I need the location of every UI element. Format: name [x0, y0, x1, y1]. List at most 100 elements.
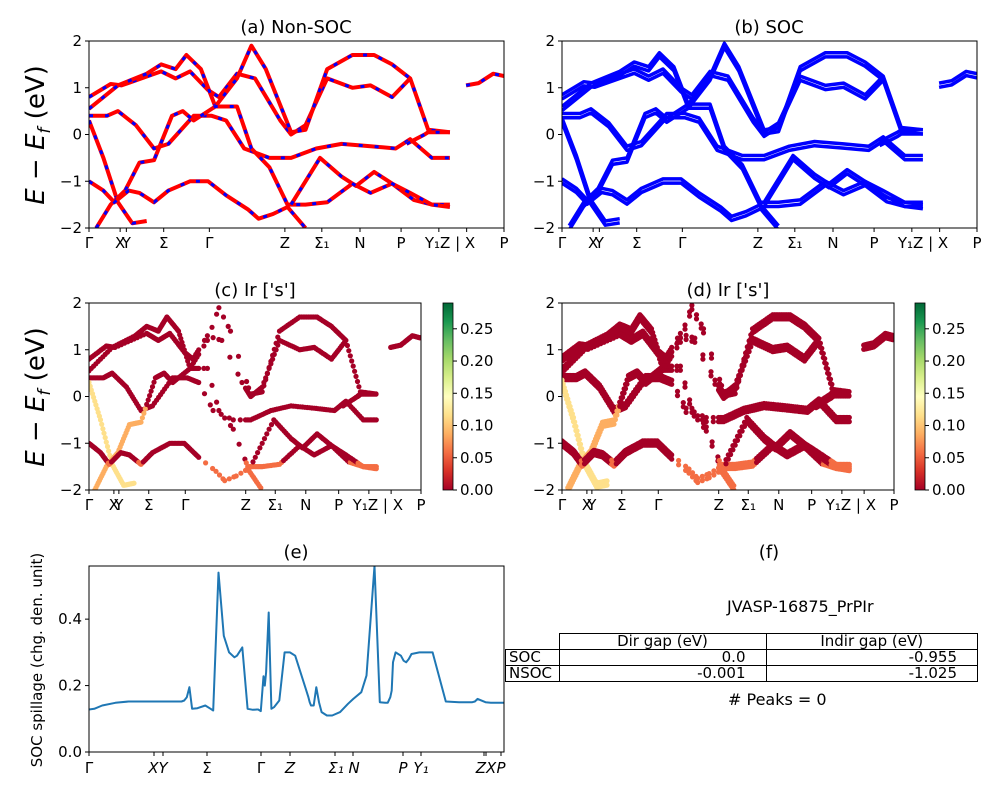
projection-point [250, 459, 256, 465]
projection-point [817, 340, 824, 346]
projection-point [731, 483, 737, 489]
projection-point [573, 423, 579, 429]
projection-point [677, 363, 684, 369]
projection-point [890, 332, 894, 339]
panel-d-ytick-label: −2 [533, 481, 555, 499]
panel-e-xtick-label: Γ [257, 759, 266, 777]
projection-point [233, 473, 239, 479]
projection-point [230, 417, 236, 423]
projection-point [196, 379, 202, 386]
band-line [562, 181, 780, 228]
projection-point [258, 485, 264, 490]
projection-point [728, 451, 734, 458]
projection-point [741, 360, 747, 366]
panel-d-xtick-label: Γ [558, 496, 567, 514]
projection-point [219, 337, 225, 343]
projection-point [354, 378, 361, 385]
projection-point [275, 334, 281, 340]
projection-point [142, 406, 148, 412]
projection-point [717, 376, 723, 382]
band-line [89, 109, 450, 160]
projection-point [739, 428, 745, 434]
band-line [94, 104, 450, 228]
projection-point [604, 478, 610, 484]
projection-point [677, 367, 684, 373]
projection-point [683, 405, 689, 411]
projection-point [698, 321, 704, 327]
panel-d-xtick-label: Γ [654, 496, 663, 514]
panel-e-xtick-label: ZX [475, 759, 497, 777]
panel-c-title: (c) Ir ['s'] [214, 280, 295, 301]
projection-point [700, 330, 707, 336]
projection-point [209, 382, 215, 388]
projection-point [196, 351, 202, 357]
projection-point [711, 468, 717, 474]
projection-point [214, 311, 220, 317]
panel-e-xtick-label: Y₁ [413, 759, 428, 777]
panel-e-xtick-label: P [496, 759, 506, 777]
projection-point [101, 430, 107, 436]
band-line [938, 73, 977, 90]
projection-point [692, 339, 698, 345]
projection-point [732, 442, 738, 448]
projection-point [196, 365, 202, 371]
projection-point [682, 322, 688, 328]
projection-point [621, 390, 627, 396]
projection-point [689, 303, 695, 308]
projection-point [350, 363, 356, 369]
projection-point [846, 419, 852, 425]
panel-a-xtick-label: P [397, 234, 406, 252]
projection-point [235, 371, 241, 377]
projection-point [676, 457, 682, 464]
projection-point [816, 335, 822, 341]
panel-a-xtick-label: Z [280, 234, 290, 252]
projection-point [709, 439, 715, 445]
projection-point [708, 369, 714, 375]
panel-a-xtick-label: P [499, 234, 508, 252]
projection-point [222, 415, 228, 421]
projection-point [347, 353, 353, 359]
projection-point [236, 441, 242, 447]
panel-c-ytick-label: −1 [60, 434, 82, 452]
projection-point [263, 377, 269, 383]
projection-point [99, 421, 105, 427]
projection-point [700, 352, 706, 358]
projection-point [346, 348, 352, 354]
panel-c-ylabel: E − Ef (eV) [21, 327, 55, 467]
projection-point [703, 424, 709, 430]
colorbar-c-tick-label: 0.00 [460, 481, 493, 499]
projection-point [268, 358, 274, 364]
projection-point [264, 431, 270, 437]
spillage-line [89, 566, 504, 717]
panel-c-xtick-label: Σ₁ [268, 496, 284, 514]
band-line-dashed [89, 42, 451, 134]
projection-point [268, 422, 275, 428]
projection-point [148, 388, 154, 394]
panel-b-xtick-label: Γ [558, 234, 567, 252]
projection-point [574, 428, 580, 434]
projection-point [669, 456, 675, 462]
projection-point [353, 373, 359, 379]
projection-point [682, 326, 688, 332]
panel-b-xtick-label: Y [594, 234, 605, 252]
projection-point [246, 385, 252, 391]
projection-point [744, 348, 750, 354]
projection-point [712, 377, 718, 383]
panel-c-xtick-label: Z [241, 496, 251, 514]
projection-point [144, 401, 150, 407]
panel-c-xtick-label: N [300, 496, 311, 514]
panel-b-ytick-label: 0 [545, 126, 555, 144]
panel-e-series [89, 566, 504, 717]
band-line [89, 119, 148, 226]
panel-e-frame [88, 565, 505, 753]
projection-point [669, 367, 675, 373]
projection-point [699, 473, 705, 479]
projection-point [700, 326, 707, 332]
projection-point [216, 472, 223, 478]
panel-b-ytick-label: −2 [533, 219, 555, 237]
projection-point [230, 426, 236, 432]
projection-point [203, 460, 209, 466]
panel-a-title: (a) Non-SOC [240, 17, 351, 38]
panel-e-ytick-label: 0.4 [58, 610, 82, 628]
projection-point [261, 383, 267, 389]
